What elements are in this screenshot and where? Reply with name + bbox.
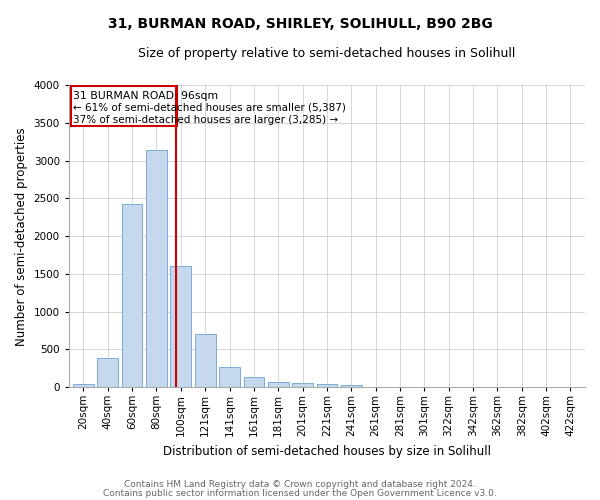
Text: 37% of semi-detached houses are larger (3,285) →: 37% of semi-detached houses are larger (… xyxy=(73,114,338,124)
FancyBboxPatch shape xyxy=(71,86,177,126)
Bar xyxy=(97,358,118,387)
Bar xyxy=(219,366,240,387)
Bar xyxy=(317,384,337,387)
X-axis label: Distribution of semi-detached houses by size in Solihull: Distribution of semi-detached houses by … xyxy=(163,444,491,458)
Bar xyxy=(268,382,289,387)
Text: Contains public sector information licensed under the Open Government Licence v3: Contains public sector information licen… xyxy=(103,489,497,498)
Y-axis label: Number of semi-detached properties: Number of semi-detached properties xyxy=(15,127,28,346)
Bar xyxy=(73,384,94,387)
Bar xyxy=(244,378,264,387)
Bar xyxy=(195,334,215,387)
Text: 31 BURMAN ROAD: 96sqm: 31 BURMAN ROAD: 96sqm xyxy=(73,90,218,101)
Bar xyxy=(292,383,313,387)
Bar xyxy=(146,150,167,387)
Text: 31, BURMAN ROAD, SHIRLEY, SOLIHULL, B90 2BG: 31, BURMAN ROAD, SHIRLEY, SOLIHULL, B90 … xyxy=(107,18,493,32)
Text: Contains HM Land Registry data © Crown copyright and database right 2024.: Contains HM Land Registry data © Crown c… xyxy=(124,480,476,489)
Bar xyxy=(170,266,191,387)
Bar xyxy=(122,204,142,387)
Bar xyxy=(341,385,362,387)
Text: ← 61% of semi-detached houses are smaller (5,387): ← 61% of semi-detached houses are smalle… xyxy=(73,102,346,113)
Title: Size of property relative to semi-detached houses in Solihull: Size of property relative to semi-detach… xyxy=(138,48,515,60)
